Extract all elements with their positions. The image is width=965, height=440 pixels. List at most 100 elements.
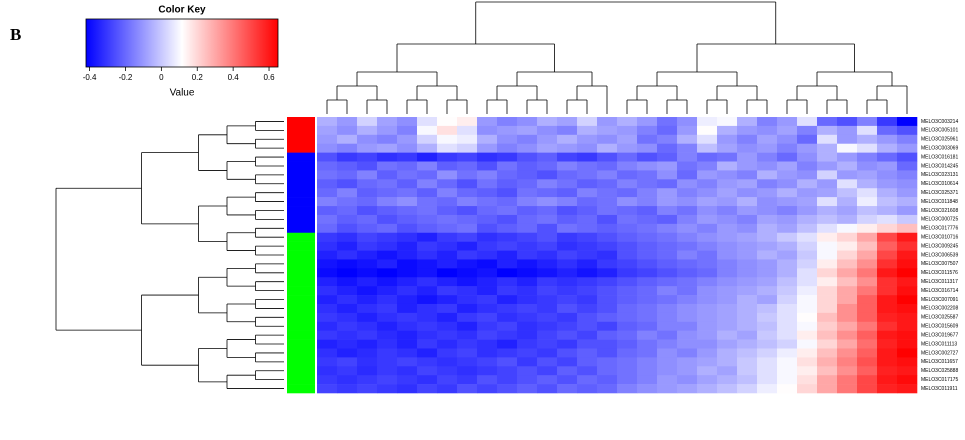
heat-cell [557,179,578,189]
heat-cell [697,312,718,323]
heat-cell [497,223,518,234]
heat-cell [557,384,578,394]
heat-cell [337,134,358,145]
heat-cell [657,188,678,198]
heat-cell [457,268,478,278]
row-group-color [287,339,315,349]
heat-cell [817,170,838,180]
heat-cell [597,366,618,376]
heat-cell [597,161,618,171]
heat-cell [377,117,398,127]
heat-cell [517,241,538,251]
heat-cell [717,170,738,180]
heat-cell [457,223,478,234]
heat-cell [837,303,858,314]
heat-cell [397,303,418,314]
heat-cell [897,339,918,349]
heat-cell [817,286,838,296]
heat-cell [857,197,878,207]
heat-cell [737,117,758,127]
heat-cell [597,232,618,242]
heat-cell [757,330,778,340]
heat-cell [637,214,658,225]
heat-cell [397,250,418,260]
row-group-color [287,321,315,331]
row-label: MELO3C017175 [921,377,958,383]
heat-cell [497,312,518,323]
heat-cell [757,348,778,358]
heat-cell [677,259,698,269]
heat-cell [777,366,798,376]
heat-cell [497,330,518,340]
heat-cell [477,259,498,269]
heat-cell [497,357,518,367]
heat-cell [337,312,358,323]
heat-cell [737,134,758,145]
heat-cell [777,134,798,145]
heat-cell [637,223,658,234]
heat-cell [317,223,338,234]
heat-cell [557,277,578,287]
heat-cell [537,152,558,162]
row-group-color [287,384,315,394]
heat-cell [797,348,818,358]
heat-cell [557,330,578,340]
heat-cell [657,143,678,153]
heat-cell [517,366,538,376]
heat-cell [797,259,818,269]
heat-cell [537,295,558,305]
heat-cell [617,366,638,376]
heat-cell [637,348,658,358]
heat-cell [597,357,618,367]
heat-cell [777,143,798,153]
heat-cell [317,241,338,251]
heat-cell [557,348,578,358]
heat-cell [637,366,658,376]
heat-cell [597,375,618,385]
row-label: MELO3C011848 [921,199,958,205]
heat-cell [797,214,818,225]
heat-cell [537,134,558,145]
heat-cell [737,286,758,296]
heat-cell [617,286,638,296]
heat-cell [417,125,438,136]
heat-cell [537,339,558,349]
heat-cell [657,152,678,162]
heat-cell [797,384,818,394]
heat-cell [537,268,558,278]
heat-cell [357,161,378,171]
heat-cell [397,161,418,171]
heat-cell [377,339,398,349]
heat-cell [417,375,438,385]
heat-cell [577,250,598,260]
heat-cell [657,286,678,296]
heat-cell [897,134,918,145]
heat-cell [877,330,898,340]
heat-cell [437,384,458,394]
heat-cell [837,339,858,349]
row-label: MELO3C010716 [921,235,958,241]
heat-cell [877,286,898,296]
heat-cell [577,277,598,287]
heat-cell [557,295,578,305]
heat-cell [617,312,638,323]
heat-cell [837,134,858,145]
heat-cell [477,206,498,216]
heat-cell [517,321,538,331]
heat-cell [637,357,658,367]
heat-cell [357,143,378,153]
heat-cell [677,170,698,180]
heat-cell [817,268,838,278]
heat-cell [377,232,398,242]
heat-cell [437,348,458,358]
heat-cell [777,286,798,296]
row-group-color [287,259,315,269]
heat-cell [357,214,378,225]
heat-cell [857,143,878,153]
heat-cell [637,295,658,305]
heat-cell [637,321,658,331]
heat-cell [517,339,538,349]
heat-cell [797,161,818,171]
heat-cell [877,259,898,269]
heat-cell [717,357,738,367]
